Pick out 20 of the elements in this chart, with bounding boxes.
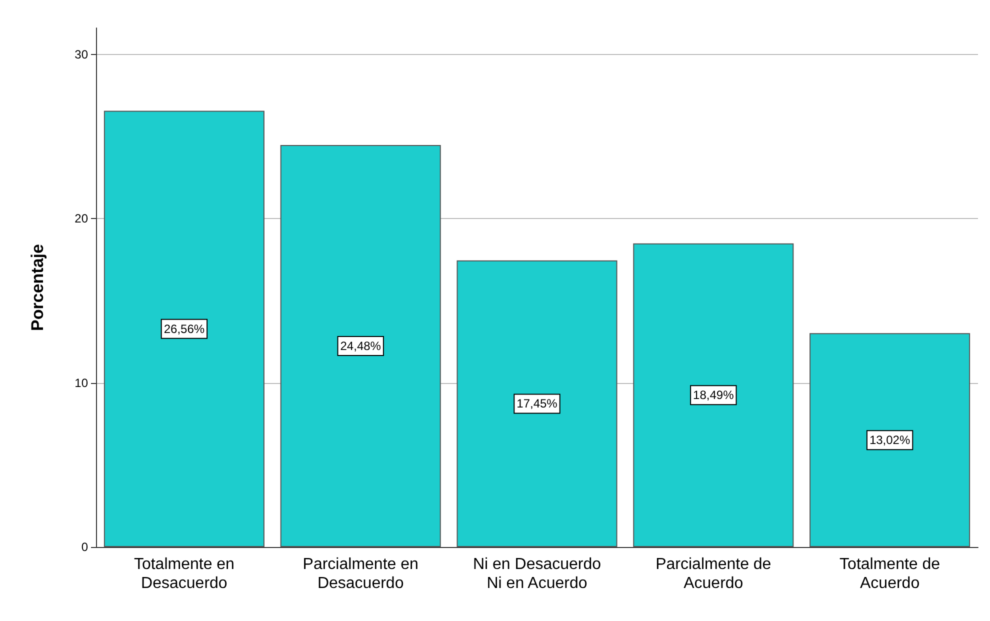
- x-tick-label: Parcialmente en Desacuerdo: [302, 556, 418, 592]
- x-tick-label: Ni en Desacuerdo Ni en Acuerdo: [472, 556, 602, 592]
- data-label: 13,02%: [869, 433, 910, 448]
- y-axis-title: Porcentaje: [28, 244, 47, 331]
- bar: [104, 110, 264, 547]
- bar: [810, 333, 970, 547]
- y-tick-label: 20: [74, 212, 88, 226]
- data-label: 17,45%: [516, 396, 558, 411]
- x-tick-label: Totalmente en Desacuerdo: [134, 556, 234, 592]
- x-tick-label: Totalmente de Acuerdo: [840, 556, 940, 592]
- bar: [280, 144, 441, 547]
- data-label: 24,48%: [340, 338, 382, 353]
- data-label: 26,56%: [164, 322, 205, 336]
- bar: [633, 243, 794, 547]
- data-label: 18,49%: [693, 388, 734, 402]
- y-tick-label: 10: [74, 376, 88, 390]
- y-tick-label: 30: [74, 47, 88, 62]
- x-tick-label: Parcialmente de Acuerdo: [656, 556, 772, 592]
- bar: [456, 260, 618, 547]
- y-tick-label: 0: [81, 540, 88, 554]
